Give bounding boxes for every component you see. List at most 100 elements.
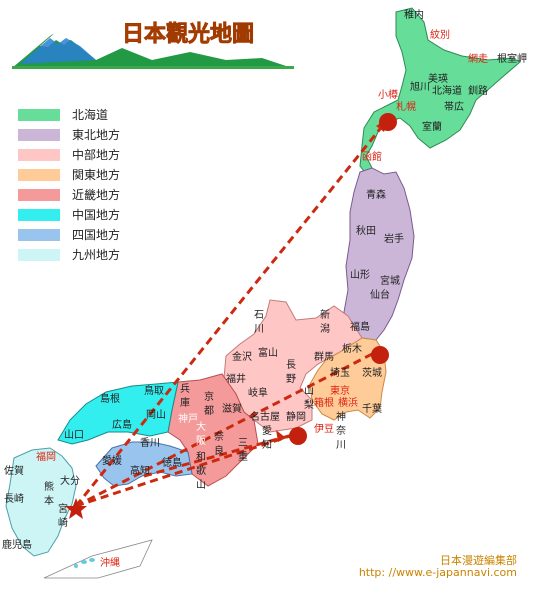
label-kagawa: 香川 [140,437,160,449]
label-miyagi: 宮城 [380,274,400,287]
label-okayama: 岡山 [146,409,166,421]
route-kyushu-sapporo [74,123,386,507]
legend-item-kinki: 近畿地方 [18,186,218,204]
label-okinawa: 沖縄 [100,556,120,569]
label-osaka1: 大 [196,420,206,433]
label-hakone: 箱根 [314,396,334,409]
legend-item-shikoku: 四国地方 [18,226,218,244]
label-aomori: 青森 [366,188,386,201]
legend-swatch [18,209,60,221]
label-saga: 佐賀 [4,465,24,477]
label-fukuoka: 福岡 [36,450,56,463]
label-miyazaki1: 宮 [58,502,68,515]
label-nara1: 奈 [214,430,224,443]
label-abashiri: 紋別 [430,28,450,41]
region-tohoku [343,167,415,341]
label-izu: 伊豆 [314,423,334,435]
label-kyoto2: 都 [204,405,214,417]
label-obihiro: 帯広 [444,100,464,113]
label-nagano1: 長 [286,359,296,371]
label-toyama: 富山 [258,346,278,359]
label-wakkanai: 稚内 [404,8,424,21]
region-chugoku [57,381,179,445]
label-sapporo: 札幌 [396,100,416,113]
label-nagoya: 名古屋 [250,410,280,423]
legend-item-chubu: 中部地方 [18,146,218,164]
legend-label: 中国地方 [72,208,121,222]
legend-swatch [18,109,60,121]
label-saitama: 埼玉 [330,366,350,379]
legend-swatch [18,149,60,161]
label-tochigi: 栃木 [342,342,362,355]
label-shiretoko: 網走 [468,52,488,65]
label-ehime: 愛媛 [102,454,122,467]
label-otaru: 小樽 [378,88,398,101]
destination-sapporo [379,113,397,131]
label-wakayama1: 和 [196,451,206,463]
label-bihoro: 美瑛 [428,72,448,85]
legend-label: 近畿地方 [72,188,121,202]
label-sendai: 仙台 [370,288,390,301]
label-nemuro: 根室岬 [497,52,527,65]
label-hokkaido: 北海道 [432,84,462,97]
label-asahikawa: 旭川 [410,81,430,93]
label-niigata1: 新 [320,308,330,321]
label-kumamoto2: 本 [44,494,54,507]
label-tokushima: 徳島 [162,456,182,469]
credit-url[interactable]: http: //www.e-japannavi.com [358,566,517,579]
region-kyushu [5,447,77,557]
label-ishikawa2: 川 [254,324,264,335]
map-title: 日本觀光地圖 [122,22,254,47]
label-yamaguchi: 山口 [64,429,84,441]
legend-item-kanto: 関東地方 [18,166,218,184]
legend-item-hokkaido: 北海道 [18,106,218,124]
arrow-head-shizuoka [276,430,286,442]
label-fukushima: 福島 [350,320,370,333]
legend-label: 中部地方 [72,148,121,162]
legend-swatch [18,249,60,261]
label-wakayama2: 歌 [196,464,206,477]
label-kyoto1: 京 [204,390,214,403]
legend-swatch [18,129,60,141]
label-mie2: 重 [238,450,248,463]
label-kushiro: 釧路 [468,84,488,97]
label-kagoshima: 鹿児島 [2,538,32,551]
label-wakayama3: 山 [196,479,206,491]
label-kanagawa2: 奈 [336,424,346,437]
label-kochi: 高知 [130,464,150,477]
label-ibaraki: 茨城 [362,366,382,379]
legend-swatch [18,189,60,201]
origin-star [65,498,87,519]
label-aichi1: 愛 [262,424,272,437]
label-kumamoto1: 熊 [44,480,54,493]
label-ishikawa1: 石 [254,310,264,321]
label-miyazaki2: 崎 [58,516,68,529]
label-shizuoka: 静岡 [286,410,306,423]
destination-izu [289,427,307,445]
label-hiroshima: 広島 [112,418,132,431]
legend-item-kyushu: 九州地方 [18,246,218,264]
label-yamanashi2: 梨 [304,398,314,411]
mount-fuji-logo [12,30,294,69]
label-yokohama: 横浜 [338,396,358,409]
label-nagasaki: 長崎 [4,492,24,505]
label-fukui: 福井 [226,372,246,385]
label-shiga: 滋賀 [222,402,242,415]
label-oita: 大分 [60,474,80,487]
label-hyogo1: 兵 [180,382,190,395]
okinawa-islands [43,539,153,579]
label-kanazawa: 金沢 [232,350,252,363]
label-kanagawa1: 神 [336,410,346,423]
label-hakodate: 函館 [362,150,382,163]
route-arrows [74,123,386,508]
legend-item-tohoku: 東北地方 [18,126,218,144]
legend-label: 北海道 [72,108,109,122]
label-kanagawa3: 川 [336,440,346,451]
destination-tochigi [371,346,389,364]
legend-swatch [18,229,60,241]
label-hyogo2: 庫 [180,396,190,409]
label-chiba: 千葉 [362,402,382,415]
label-muroran: 室蘭 [422,120,442,133]
label-iwate: 岩手 [384,232,404,245]
